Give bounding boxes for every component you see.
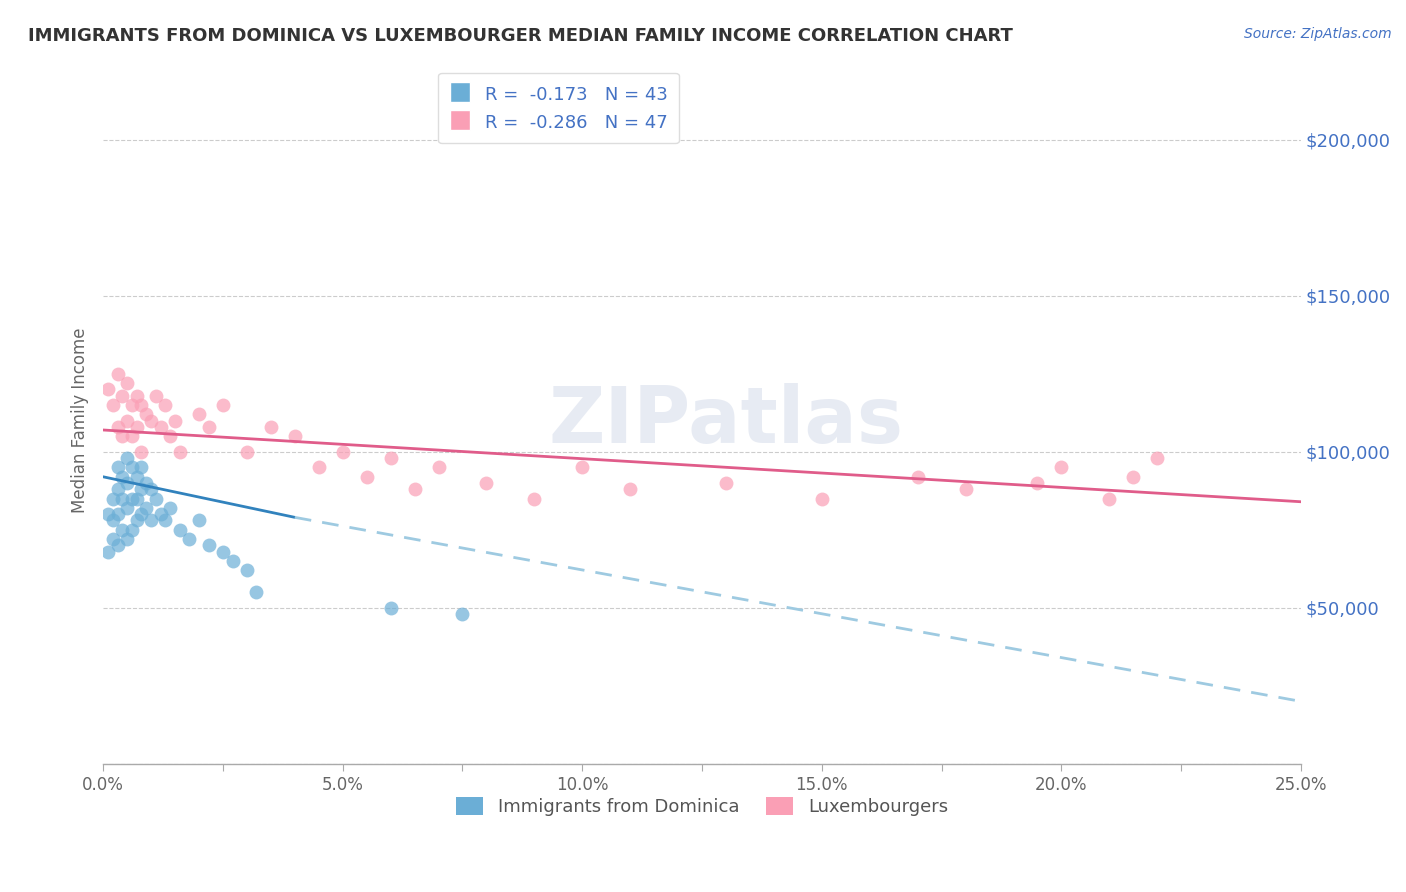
Point [115,532,138,546]
Point [308,460,330,475]
Point [523,491,546,506]
Point [125,420,148,434]
Point [197,420,219,434]
Point [188,408,211,422]
Point [139,483,162,497]
Point [97,383,120,397]
Point [131,483,153,497]
Point [115,500,138,515]
Point [121,460,143,475]
Point [131,398,153,412]
Text: IMMIGRANTS FROM DOMINICA VS LUXEMBOURGER MEDIAN FAMILY INCOME CORRELATION CHART: IMMIGRANTS FROM DOMINICA VS LUXEMBOURGER… [28,27,1012,45]
Point [115,376,138,391]
Point [236,445,259,459]
Point [714,476,737,491]
Point [131,507,153,521]
Point [619,483,641,497]
Point [404,483,426,497]
Point [111,491,134,506]
Point [451,607,474,621]
Point [111,429,134,443]
Point [155,398,177,412]
Point [155,513,177,527]
Point [159,500,181,515]
Point [121,398,143,412]
Point [125,491,148,506]
Point [125,389,148,403]
Point [188,513,211,527]
Point [380,451,402,466]
Point [245,585,267,599]
Point [111,470,134,484]
Text: ZIPatlas: ZIPatlas [548,383,904,458]
Point [135,500,157,515]
Point [221,554,243,568]
Point [475,476,498,491]
Text: Source: ZipAtlas.com: Source: ZipAtlas.com [1244,27,1392,41]
Point [163,414,186,428]
Point [260,420,283,434]
Point [107,420,129,434]
Point [212,544,235,558]
Point [1098,491,1121,506]
Point [131,460,153,475]
Point [101,532,124,546]
Point [197,538,219,552]
Point [121,523,143,537]
Point [107,538,129,552]
Point [121,491,143,506]
Point [955,483,977,497]
Point [107,367,129,381]
Point [332,445,354,459]
Point [1050,460,1073,475]
Point [135,408,157,422]
Point [115,451,138,466]
Point [179,532,201,546]
Point [101,398,124,412]
Point [107,507,129,521]
Point [107,483,129,497]
Point [427,460,450,475]
Point [111,523,134,537]
Point [571,460,593,475]
Point [121,429,143,443]
Point [284,429,307,443]
Point [131,445,153,459]
Point [1026,476,1049,491]
Legend: Immigrants from Dominica, Luxembourgers: Immigrants from Dominica, Luxembourgers [449,789,955,823]
Point [139,513,162,527]
Point [97,544,120,558]
Point [115,414,138,428]
Point [236,563,259,577]
Point [380,600,402,615]
Point [145,389,167,403]
Point [1122,470,1144,484]
Point [907,470,929,484]
Point [811,491,834,506]
Point [101,513,124,527]
Point [139,414,162,428]
Point [149,507,172,521]
Point [169,445,191,459]
Point [149,420,172,434]
Point [356,470,378,484]
Point [1146,451,1168,466]
Point [212,398,235,412]
Point [159,429,181,443]
Point [115,476,138,491]
Y-axis label: Median Family Income: Median Family Income [72,328,89,514]
Point [111,389,134,403]
Point [125,513,148,527]
Point [135,476,157,491]
Point [101,491,124,506]
Point [125,470,148,484]
Point [107,460,129,475]
Point [145,491,167,506]
Point [169,523,191,537]
Point [97,507,120,521]
